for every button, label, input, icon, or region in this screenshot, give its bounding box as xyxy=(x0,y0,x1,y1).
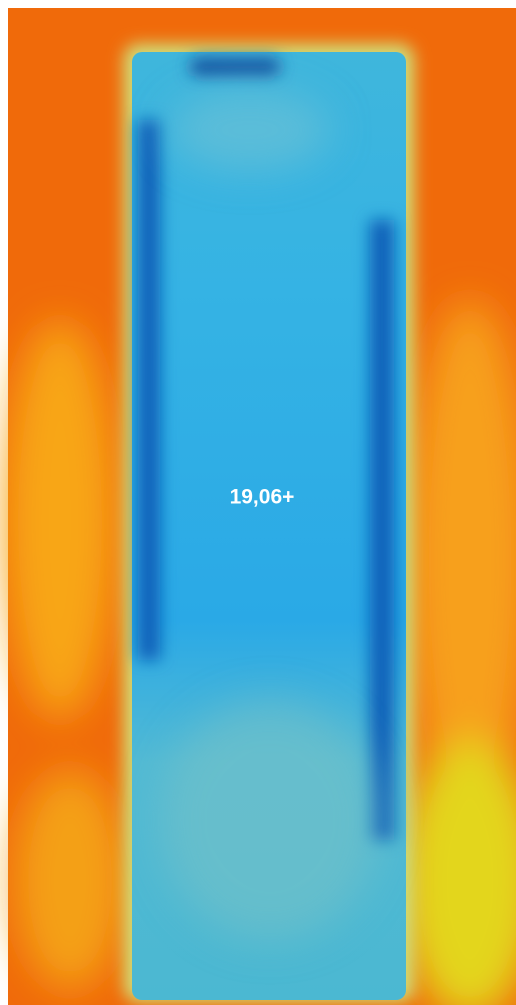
warm-zones xyxy=(5,300,516,1005)
temperature-label: 19,06+ xyxy=(230,486,295,509)
light-patches xyxy=(160,90,380,940)
cold-edges xyxy=(138,58,394,840)
